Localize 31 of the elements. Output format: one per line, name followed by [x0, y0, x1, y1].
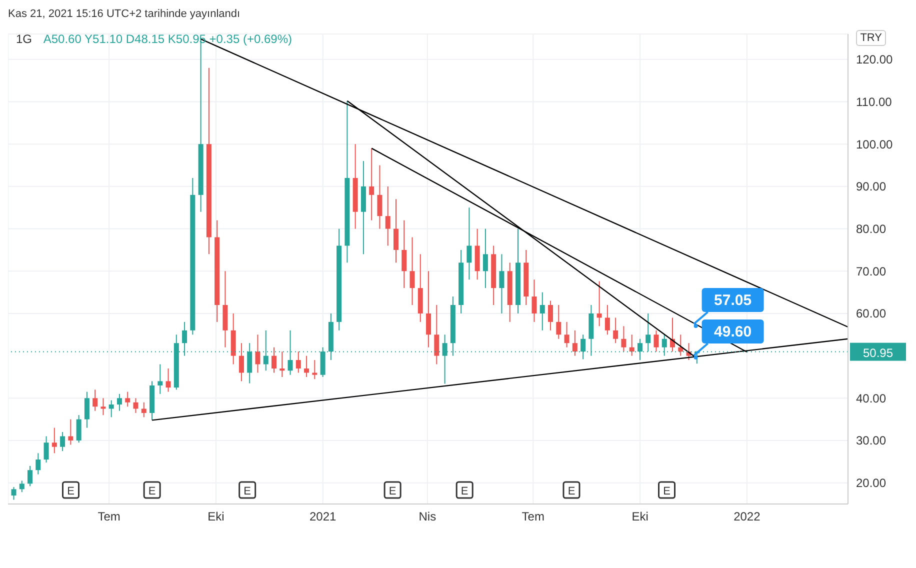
x-tick-label: Eki — [632, 510, 648, 524]
x-tick-label: Nis — [418, 510, 436, 524]
y-tick-label: 40.00 — [856, 391, 886, 406]
x-tick-label: 2022 — [734, 510, 761, 524]
y-tick-label: 120.00 — [856, 52, 894, 67]
x-tick-label: 2021 — [310, 510, 337, 524]
y-tick-label: 80.00 — [856, 222, 886, 236]
y-tick-label: 110.00 — [856, 95, 892, 110]
annotation: E — [67, 486, 74, 498]
x-tick-label: Tem — [98, 510, 120, 524]
annotation: E — [148, 486, 156, 498]
x-tick-label: Tem — [522, 510, 544, 524]
annotation: E — [244, 486, 252, 498]
text: TRY — [856, 30, 886, 46]
ref-line-label: 50.95 — [862, 346, 894, 360]
y-tick-label: 30.00 — [856, 434, 886, 448]
annotation: E — [663, 486, 670, 498]
text: Kas 21, 2021 15:16 UTC+2 tarihinde yayınlandı — [8, 8, 242, 22]
annotation: E — [388, 486, 396, 498]
annotation: 57.05 — [714, 292, 752, 309]
y-tick-label: 100.00 — [856, 137, 894, 152]
chart-title: 1G — [16, 32, 32, 46]
y-tick-label: 70.00 — [856, 264, 886, 278]
chart-subtitle: A50.60 Y51.10 D48.15 K50.95 +0.35 (+0.69%) — [43, 32, 292, 46]
y-tick-label: 60.00 — [856, 306, 886, 321]
annotation: E — [460, 486, 468, 498]
annotation: E — [568, 486, 576, 498]
x-tick-label: Eki — [208, 510, 224, 524]
y-tick-label: 90.00 — [856, 180, 886, 194]
y-tick-label: 20.00 — [856, 476, 886, 490]
annotation: 49.60 — [714, 323, 752, 340]
